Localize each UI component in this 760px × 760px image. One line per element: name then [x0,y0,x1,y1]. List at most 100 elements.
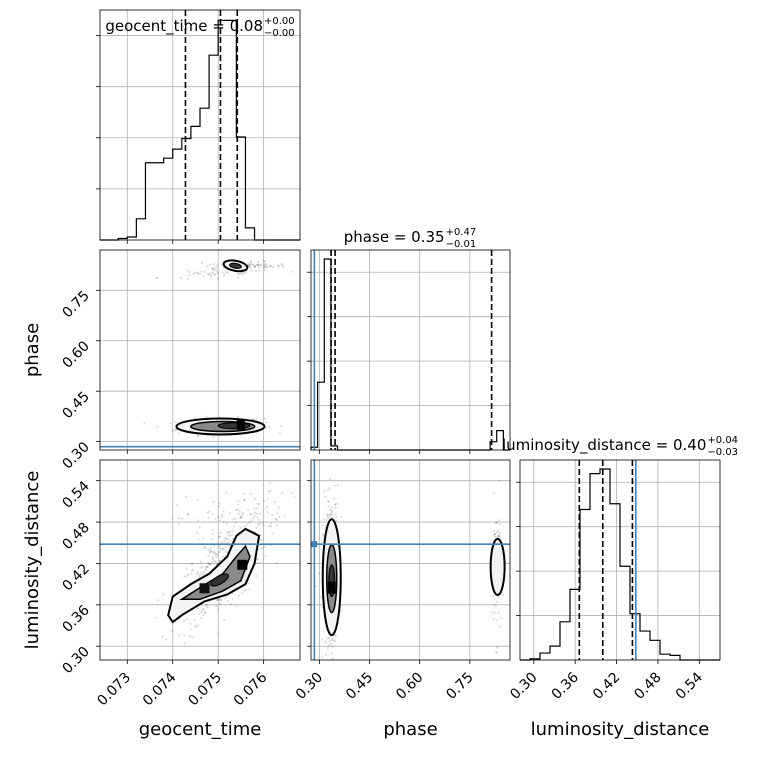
sample-point [185,495,188,498]
sample-point [212,550,215,553]
sample-point [218,602,221,605]
sample-point [171,629,174,632]
sample-point [211,513,214,516]
sample-point [210,538,213,541]
panel-geocent_time-phase [100,250,300,450]
sample-point [217,632,220,635]
sample-point [214,560,217,563]
sample-point [331,645,334,648]
sample-point [262,265,266,268]
sample-point [143,422,146,425]
sample-point [329,639,332,643]
sample-point [249,266,252,269]
sample-point [211,272,214,275]
sample-point [239,516,242,519]
sample-point [188,634,192,637]
tick-label-y-luminosity_distance: 0.42 [59,561,92,594]
sample-point [208,563,211,566]
sample-point [177,432,181,435]
sample-point [500,617,503,620]
sample-point [236,271,239,275]
sample-point [239,516,242,519]
sample-point [327,636,331,640]
sample-point [171,429,175,432]
sample-point [213,560,216,563]
sample-point [330,638,334,642]
sample-point [198,573,202,576]
sample-point [204,603,208,606]
sample-point [262,523,265,527]
sample-point [495,651,498,654]
sample-point [202,607,205,611]
sample-point [226,271,230,275]
sample-point [497,611,500,614]
sample-point [253,265,257,268]
sample-point [216,270,219,273]
sample-point [208,272,211,275]
sample-point [215,555,218,558]
sample-point [192,568,195,571]
sample-point [494,532,497,535]
sample-point [257,263,261,266]
sample-point [212,551,215,554]
sample-point [206,511,209,514]
sample-point [256,516,259,519]
sample-point [196,434,200,437]
sample-point [208,510,211,513]
sample-point [200,611,203,614]
sample-point [321,532,325,535]
sample-point [254,497,257,500]
sample-point [277,264,280,267]
sample-point [253,265,256,268]
sample-point [498,534,501,538]
sample-point [218,535,221,539]
sample-point [162,593,165,596]
sample-point [218,559,222,562]
sample-point [269,522,273,525]
sample-point [183,634,186,637]
tick-label-x-luminosity_distance: 0.54 [673,669,706,702]
sample-point [243,525,246,528]
sample-point [196,272,200,275]
sample-point [183,575,186,578]
contour-inner [229,262,242,269]
sample-point [248,264,252,267]
sample-point [236,508,239,511]
sample-point [237,512,240,515]
sample-point [218,535,221,538]
contour-inner [210,573,229,587]
sample-point [189,628,192,631]
title-phase: phase = 0.35 +0.47−0.01 [344,227,476,250]
sample-point [221,540,224,544]
sample-point [191,636,194,639]
sample-point [273,501,276,504]
sample-point [206,606,209,609]
density-peak [327,581,336,594]
sample-point [323,518,326,521]
sample-point [178,634,181,637]
sample-point [231,529,234,533]
sample-point [268,524,271,528]
sample-point [216,515,220,519]
histogram-step-geocent_time [100,19,300,241]
sample-point [208,263,211,266]
sample-point [247,263,250,266]
sample-point [330,509,334,512]
sample-point [275,518,278,521]
sample-point [321,605,324,609]
sample-point [209,550,212,553]
sample-point [187,513,190,516]
sample-point [333,503,337,506]
sample-point [334,634,337,637]
axis-label-x-phase: phase [383,719,437,740]
sample-point [211,557,214,561]
sample-point [203,270,206,274]
contour-outer [489,537,506,596]
sample-point [333,484,336,487]
sample-point [212,270,215,274]
sample-point [493,611,497,614]
sample-point [256,561,259,565]
histogram-luminosity_distance [520,460,720,661]
sample-point [333,497,336,500]
title-upper-phase: +0.47 [446,227,477,238]
